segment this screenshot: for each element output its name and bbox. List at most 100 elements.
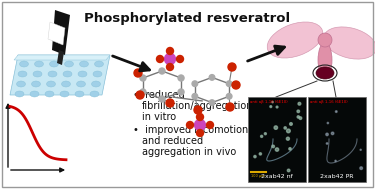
Ellipse shape xyxy=(15,91,24,97)
Text: •  improved locomotion: • improved locomotion xyxy=(133,125,248,135)
Ellipse shape xyxy=(20,61,28,67)
Circle shape xyxy=(360,167,363,170)
Ellipse shape xyxy=(267,22,323,58)
Ellipse shape xyxy=(32,81,40,87)
Bar xyxy=(248,97,306,182)
Polygon shape xyxy=(48,22,65,45)
Polygon shape xyxy=(14,55,110,60)
Circle shape xyxy=(270,106,272,108)
Polygon shape xyxy=(57,50,64,65)
Circle shape xyxy=(254,155,256,158)
Circle shape xyxy=(196,129,204,136)
Circle shape xyxy=(226,103,234,111)
Circle shape xyxy=(327,122,328,124)
Circle shape xyxy=(159,96,165,102)
Circle shape xyxy=(318,33,332,47)
Circle shape xyxy=(140,89,146,95)
Circle shape xyxy=(177,56,183,63)
Ellipse shape xyxy=(80,61,88,67)
Circle shape xyxy=(195,119,206,130)
Text: 2xab42 PR: 2xab42 PR xyxy=(320,174,354,179)
Circle shape xyxy=(326,143,328,144)
Circle shape xyxy=(178,75,184,81)
Circle shape xyxy=(287,169,290,172)
Ellipse shape xyxy=(33,71,42,77)
Ellipse shape xyxy=(76,81,86,87)
Ellipse shape xyxy=(48,71,57,77)
Ellipse shape xyxy=(75,91,84,97)
Circle shape xyxy=(165,53,176,64)
Circle shape xyxy=(134,69,142,77)
Ellipse shape xyxy=(78,71,87,77)
Circle shape xyxy=(226,94,232,99)
Circle shape xyxy=(299,117,302,119)
Circle shape xyxy=(284,127,286,129)
Circle shape xyxy=(166,47,174,54)
Circle shape xyxy=(226,81,232,87)
Circle shape xyxy=(192,94,198,99)
Circle shape xyxy=(290,123,292,125)
Circle shape xyxy=(276,106,278,108)
Circle shape xyxy=(289,148,291,150)
Ellipse shape xyxy=(34,61,44,67)
Bar xyxy=(308,97,366,182)
Ellipse shape xyxy=(46,81,56,87)
Circle shape xyxy=(272,101,273,103)
Circle shape xyxy=(286,129,290,133)
Circle shape xyxy=(232,81,240,89)
Circle shape xyxy=(209,100,215,105)
Circle shape xyxy=(335,160,336,162)
Circle shape xyxy=(159,68,165,74)
Ellipse shape xyxy=(94,61,104,67)
Circle shape xyxy=(297,110,300,113)
Text: •  reduced: • reduced xyxy=(133,90,185,100)
Circle shape xyxy=(331,132,334,135)
Polygon shape xyxy=(10,55,110,95)
Ellipse shape xyxy=(30,91,39,97)
Ellipse shape xyxy=(16,81,26,87)
Circle shape xyxy=(136,91,144,99)
Circle shape xyxy=(178,89,184,95)
Text: anti aβ 1-16 (6E10): anti aβ 1-16 (6E10) xyxy=(250,100,288,104)
Ellipse shape xyxy=(45,91,54,97)
Ellipse shape xyxy=(324,27,375,59)
Circle shape xyxy=(228,63,236,71)
Circle shape xyxy=(166,99,174,107)
Text: 100 µm: 100 µm xyxy=(251,174,265,178)
Text: anti aβ 1-16 (6E10): anti aβ 1-16 (6E10) xyxy=(310,100,348,104)
Polygon shape xyxy=(52,10,70,55)
Circle shape xyxy=(194,106,202,114)
Text: and reduced: and reduced xyxy=(142,136,203,146)
Circle shape xyxy=(326,133,328,136)
Circle shape xyxy=(207,122,213,129)
Circle shape xyxy=(192,81,198,87)
Ellipse shape xyxy=(92,81,100,87)
Ellipse shape xyxy=(62,81,70,87)
Circle shape xyxy=(272,145,274,148)
Circle shape xyxy=(335,111,337,112)
Circle shape xyxy=(360,149,361,150)
Text: aggregation in vivo: aggregation in vivo xyxy=(142,147,236,157)
Ellipse shape xyxy=(93,71,102,77)
Text: 2xab42 nf: 2xab42 nf xyxy=(261,174,293,179)
Ellipse shape xyxy=(50,61,58,67)
Circle shape xyxy=(196,114,204,121)
Circle shape xyxy=(186,122,194,129)
Circle shape xyxy=(156,56,164,63)
Circle shape xyxy=(209,75,215,80)
Ellipse shape xyxy=(90,91,99,97)
Circle shape xyxy=(166,64,174,70)
Circle shape xyxy=(297,116,300,118)
Ellipse shape xyxy=(316,67,334,79)
Text: in vitro: in vitro xyxy=(142,112,176,122)
Ellipse shape xyxy=(60,91,69,97)
Circle shape xyxy=(140,75,146,81)
Ellipse shape xyxy=(18,71,27,77)
Circle shape xyxy=(259,153,261,155)
Circle shape xyxy=(286,137,290,140)
Circle shape xyxy=(275,148,279,151)
Ellipse shape xyxy=(318,43,332,77)
Ellipse shape xyxy=(64,61,74,67)
Text: fibrillation/aggregation: fibrillation/aggregation xyxy=(142,101,254,111)
Text: Phosphorylated resveratrol: Phosphorylated resveratrol xyxy=(84,12,290,25)
